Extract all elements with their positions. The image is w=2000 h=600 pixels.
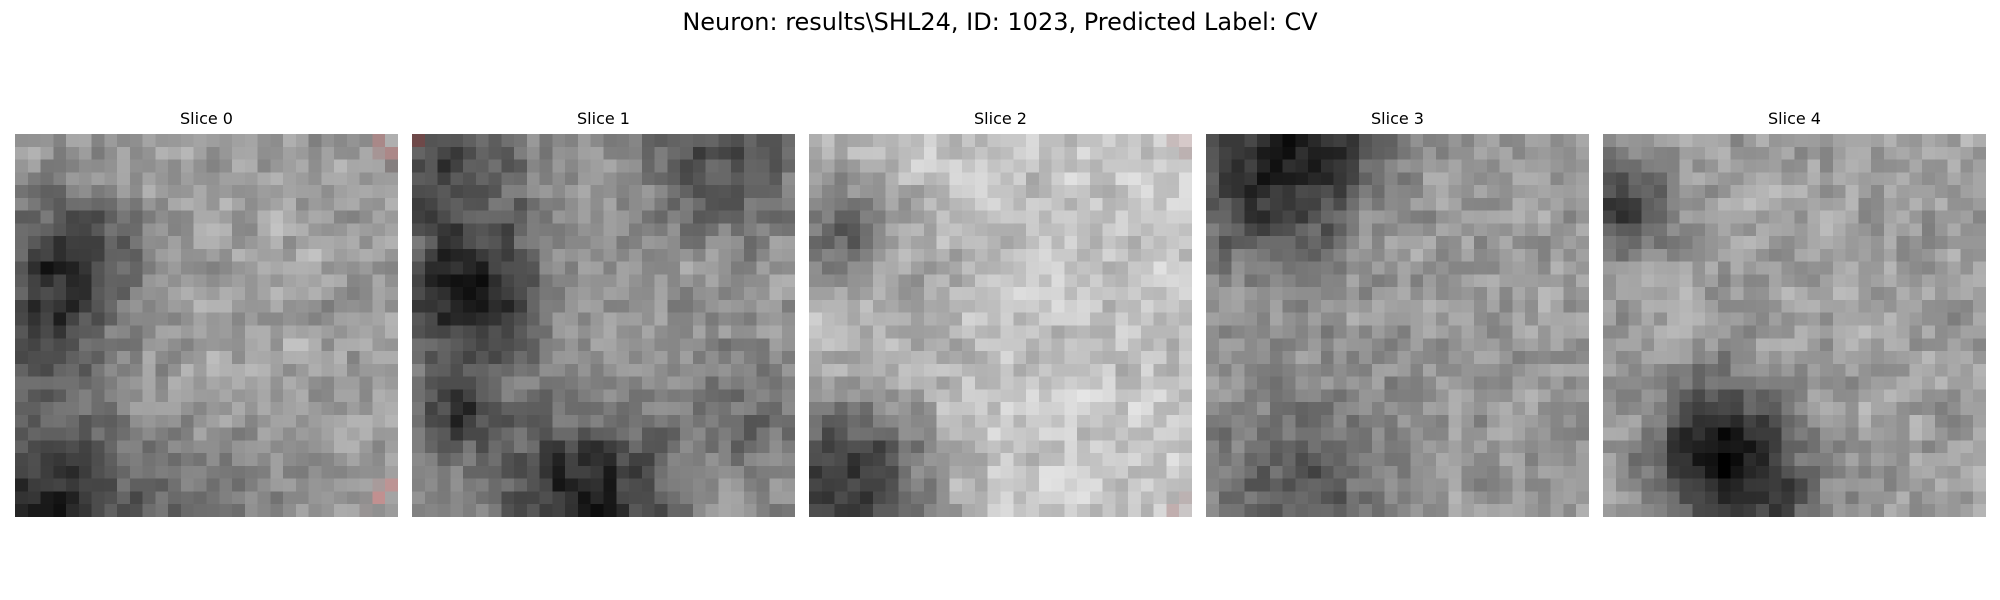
slice-2-title: Slice 2 (974, 109, 1027, 128)
slice-1-title: Slice 1 (577, 109, 630, 128)
slice-0-title: Slice 0 (180, 109, 233, 128)
slice-4-title: Slice 4 (1768, 109, 1821, 128)
slice-0-image (15, 134, 398, 517)
figure-title: Neuron: results\SHL24, ID: 1023, Predict… (682, 8, 1318, 36)
slice-4-image (1603, 134, 1986, 517)
slice-1-image (412, 134, 795, 517)
slice-3-image (1206, 134, 1589, 517)
slice-2-image (809, 134, 1192, 517)
slice-3-title: Slice 3 (1371, 109, 1424, 128)
